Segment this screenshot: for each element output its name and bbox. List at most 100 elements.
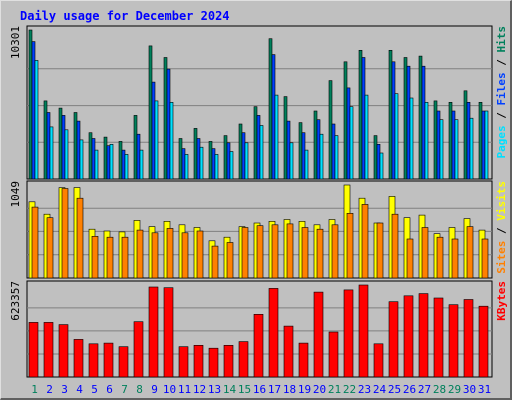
bar-pages-day-12 (199, 146, 204, 180)
x-tick-label-day-18: 18 (283, 383, 296, 396)
bar-pages-day-6 (109, 144, 114, 180)
bar-kbytes-day-25 (388, 301, 399, 378)
bar-kbytes-day-28 (433, 297, 444, 378)
x-tick-label-day-23: 23 (358, 383, 371, 396)
y-axis-max-label-hits-files-pages: 10301 (9, 26, 22, 59)
x-tick-label-day-4: 4 (76, 383, 83, 396)
bar-files-day-16 (256, 115, 261, 180)
bar-pages-day-27 (424, 102, 429, 180)
bar-hits-day-13 (208, 141, 213, 180)
bar-files-day-15 (241, 132, 246, 180)
bar-sites-day-8 (136, 229, 144, 279)
bar-kbytes-day-21 (328, 331, 339, 378)
bar-hits-day-20 (313, 110, 318, 180)
bar-sites-day-4 (76, 197, 84, 279)
bar-hits-day-17 (268, 38, 273, 180)
bar-files-day-31 (481, 110, 486, 180)
bar-hits-day-19 (298, 122, 303, 180)
x-tick-label-day-6: 6 (106, 383, 113, 396)
bar-sites-day-28 (436, 236, 444, 279)
bar-kbytes-day-30 (463, 299, 474, 378)
bar-pages-day-1 (34, 60, 39, 180)
bar-hits-day-23 (358, 49, 363, 180)
bar-pages-day-7 (124, 154, 129, 180)
bar-kbytes-day-20 (313, 291, 324, 378)
bar-pages-day-14 (229, 151, 234, 180)
bar-files-day-5 (91, 138, 96, 180)
bar-sites-day-19 (301, 227, 309, 279)
bar-hits-day-27 (418, 55, 423, 180)
bar-kbytes-day-8 (133, 321, 144, 378)
bar-hits-day-15 (238, 123, 243, 180)
bar-hits-day-24 (373, 135, 378, 180)
x-tick-label-day-17: 17 (268, 383, 281, 396)
bar-pages-day-20 (319, 133, 324, 180)
bar-kbytes-day-10 (163, 287, 174, 378)
bar-kbytes-day-13 (208, 347, 219, 378)
bar-kbytes-day-27 (418, 293, 429, 378)
bar-pages-day-21 (334, 135, 339, 180)
x-tick-label-day-27: 27 (418, 383, 431, 396)
bar-pages-day-26 (409, 97, 414, 180)
bar-sites-day-22 (346, 213, 354, 279)
bar-pages-day-3 (64, 129, 69, 180)
bar-kbytes-day-26 (403, 295, 414, 378)
x-tick-label-day-28: 28 (433, 383, 446, 396)
bar-hits-day-31 (478, 102, 483, 180)
bar-hits-day-21 (328, 80, 333, 180)
bar-hits-day-29 (448, 102, 453, 180)
bar-kbytes-day-4 (73, 339, 84, 378)
bar-files-day-14 (226, 142, 231, 180)
bar-hits-day-30 (463, 90, 468, 180)
bar-sites-day-30 (466, 226, 474, 279)
bar-kbytes-day-7 (118, 346, 129, 378)
bar-pages-day-11 (184, 154, 189, 180)
bar-files-day-3 (61, 115, 66, 180)
x-tick-label-day-5: 5 (91, 383, 98, 396)
legend-label-part: / (495, 221, 508, 241)
bar-sites-day-14 (226, 242, 234, 279)
bar-hits-day-3 (58, 107, 63, 180)
bar-kbytes-day-14 (223, 344, 234, 378)
bar-kbytes-day-29 (448, 304, 459, 378)
bar-files-day-23 (361, 57, 366, 180)
x-tick-label-day-2: 2 (46, 383, 53, 396)
bar-files-day-17 (271, 54, 276, 180)
bar-hits-day-25 (388, 49, 393, 180)
legend-label-part: KBytes (495, 281, 508, 321)
bar-hits-day-5 (88, 132, 93, 180)
bar-pages-day-19 (304, 149, 309, 180)
bar-sites-day-6 (106, 236, 114, 279)
bar-sites-day-17 (271, 224, 279, 279)
x-tick-label-day-9: 9 (151, 383, 158, 396)
legend-label-kbytes: KBytes (495, 281, 508, 321)
bar-pages-day-9 (154, 100, 159, 180)
legend-label-part: / (495, 106, 508, 126)
bar-hits-day-10 (163, 57, 168, 180)
bar-files-day-30 (466, 102, 471, 180)
bar-kbytes-day-9 (148, 286, 159, 378)
x-tick-label-day-15: 15 (238, 383, 251, 396)
bar-pages-day-2 (49, 126, 54, 180)
x-tick-label-day-29: 29 (448, 383, 461, 396)
bar-files-day-24 (376, 144, 381, 180)
x-tick-label-day-19: 19 (298, 383, 311, 396)
chart-title: Daily usage for December 2024 (20, 9, 230, 23)
bar-pages-day-15 (244, 142, 249, 180)
bar-files-day-19 (301, 132, 306, 180)
bar-files-day-29 (451, 110, 456, 180)
bar-kbytes-day-11 (178, 346, 189, 378)
bar-sites-day-16 (256, 225, 264, 279)
bar-pages-day-22 (349, 106, 354, 180)
bar-hits-day-12 (193, 128, 198, 180)
bar-files-day-18 (286, 120, 291, 180)
x-tick-label-day-16: 16 (253, 383, 266, 396)
bar-sites-day-13 (211, 245, 219, 279)
bar-hits-day-16 (253, 106, 258, 180)
bar-sites-day-20 (316, 228, 324, 279)
bar-files-day-22 (346, 87, 351, 180)
legend-label-part: Hits (495, 26, 508, 53)
x-tick-label-day-7: 7 (121, 383, 128, 396)
bar-files-day-20 (316, 119, 321, 180)
